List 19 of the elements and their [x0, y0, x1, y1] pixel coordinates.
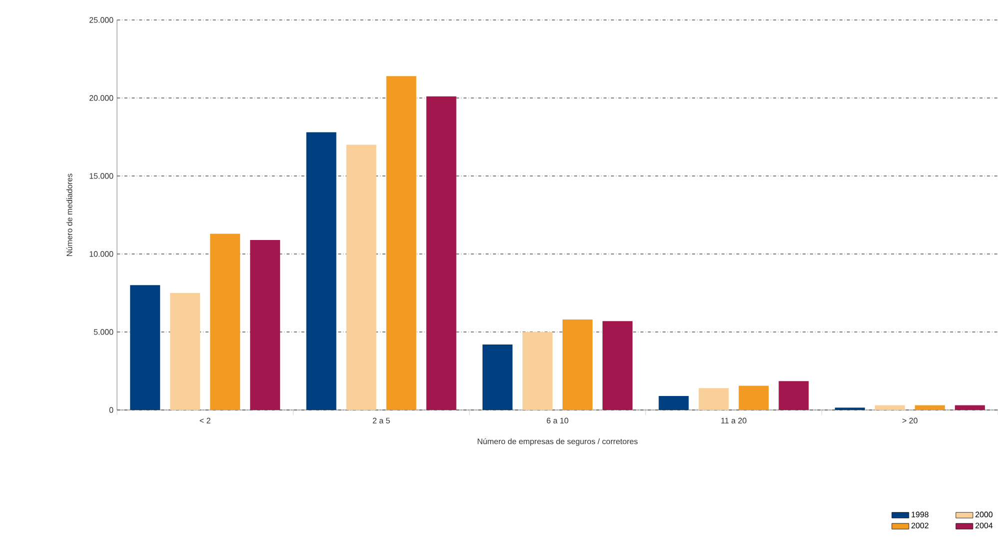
bar	[698, 388, 729, 410]
bar	[658, 396, 689, 410]
bar	[954, 405, 985, 410]
bar	[386, 76, 416, 410]
bar	[170, 292, 200, 410]
bar	[346, 144, 376, 410]
bar	[210, 234, 240, 410]
bar	[778, 381, 809, 410]
bar	[306, 132, 336, 410]
bar	[522, 332, 553, 410]
bar	[874, 405, 905, 410]
bar	[426, 96, 456, 410]
bar	[602, 321, 633, 410]
bar	[130, 285, 160, 410]
bar	[250, 240, 280, 410]
bar	[562, 320, 593, 410]
bar	[738, 386, 769, 410]
bar	[914, 405, 945, 410]
bar	[482, 344, 513, 410]
